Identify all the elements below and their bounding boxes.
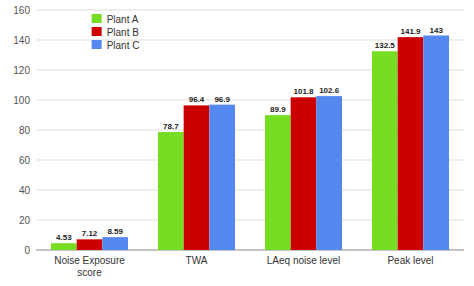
data-label: 89.9: [270, 105, 286, 114]
x-tick-label: LAeq noise level: [267, 255, 340, 266]
y-tick-label: 140: [13, 35, 30, 46]
bar: [77, 239, 103, 250]
bar: [184, 105, 210, 250]
x-tick-label: TWA: [186, 255, 208, 266]
x-tick-label: Noise Exposurescore: [54, 255, 125, 278]
y-tick-label: 100: [13, 95, 30, 106]
y-tick-label: 60: [19, 155, 31, 166]
bar: [398, 37, 424, 250]
bars: [51, 36, 449, 251]
bar: [209, 105, 235, 250]
data-label: 96.4: [189, 95, 205, 104]
data-labels: 4.53 78.7 89.9 132.5 7.12 96.4 101.8 141.9 8.59 9…: [56, 26, 443, 243]
bar: [423, 36, 449, 251]
data-label: 102.6: [319, 86, 340, 95]
legend-label: Plant B: [107, 27, 140, 38]
y-tick-label: 160: [13, 5, 30, 16]
data-label: 4.53: [56, 233, 72, 242]
chart: 0 20 40 60 80 100 120 140 160 4.53 78.7 89.9 132.5 7.…: [0, 0, 474, 286]
legend-swatch: [92, 27, 102, 36]
bar: [51, 243, 77, 250]
data-label: 141.9: [400, 27, 421, 36]
data-label: 7.12: [82, 229, 98, 238]
legend-swatch: [92, 40, 102, 49]
grid: [36, 10, 464, 250]
y-tick-label: 0: [24, 245, 30, 256]
data-label: 8.59: [107, 227, 123, 236]
legend-swatch: [92, 14, 102, 23]
y-tick-label: 120: [13, 65, 30, 76]
data-label: 96.9: [214, 95, 230, 104]
data-label: 101.8: [293, 87, 314, 96]
data-label: 78.7: [163, 122, 179, 131]
data-label: 132.5: [375, 41, 396, 50]
x-tick-label: Peak level: [387, 255, 433, 266]
bar: [102, 237, 128, 250]
bar: [372, 51, 398, 250]
y-tick-label: 80: [19, 125, 31, 136]
grid-line: [36, 10, 464, 11]
bar: [158, 132, 184, 250]
legend-label: Plant C: [107, 40, 140, 51]
bar: [291, 97, 317, 250]
legend: Plant A Plant B Plant C: [92, 14, 140, 51]
y-tick-label: 40: [19, 185, 31, 196]
bar: [316, 96, 342, 250]
bar: [265, 115, 291, 250]
legend-label: Plant A: [107, 14, 139, 25]
chart-container: 0 20 40 60 80 100 120 140 160 4.53 78.7 89.9 132.5 7.…: [0, 0, 474, 286]
data-label: 143: [430, 26, 444, 35]
y-tick-label: 20: [19, 215, 31, 226]
